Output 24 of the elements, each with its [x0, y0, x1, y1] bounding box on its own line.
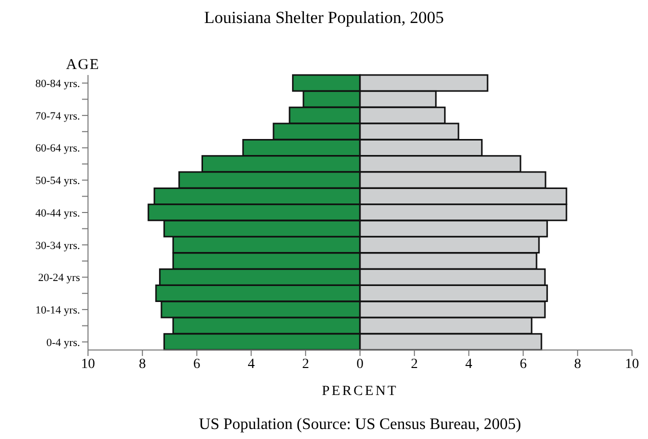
x-tick-label: 6: [193, 356, 200, 372]
x-tick-label: 8: [138, 356, 146, 372]
x-tick-label: 2: [410, 356, 418, 372]
chart-title: Louisiana Shelter Population, 2005: [203, 8, 445, 28]
y-tick-label: 10-14 yrs.: [35, 304, 80, 316]
x-tick-label: 0: [356, 356, 364, 372]
x-tick-label: 10: [81, 356, 95, 372]
x-axis-title: PERCENT: [320, 384, 400, 400]
y-tick-label: 50-54 yrs.: [35, 175, 80, 188]
x-tick-label: 2: [302, 356, 310, 372]
y-tick-label: 70-74 yrs.: [35, 110, 80, 122]
y-axis-title: AGE: [66, 57, 100, 74]
y-tick-label: 60-64 yrs.: [35, 142, 80, 155]
x-tick-label: 10: [625, 356, 639, 372]
x-tick-label: 8: [574, 356, 582, 372]
y-tick-label: 80-84 yrs.: [35, 78, 80, 90]
text: US Population (Source: US Census Bureau, 2005): [198, 416, 522, 434]
x-tick-label: 4: [248, 356, 255, 372]
y-tick-label: 20-24 yrs: [38, 272, 80, 284]
y-tick-label: 30-34 yrs.: [35, 240, 80, 252]
x-tick-label: 4: [465, 356, 472, 372]
y-tick-label: 40-44 yrs.: [35, 207, 80, 220]
y-tick-label: 0-4 yrs.: [46, 336, 80, 349]
x-tick-label: 6: [520, 356, 527, 372]
